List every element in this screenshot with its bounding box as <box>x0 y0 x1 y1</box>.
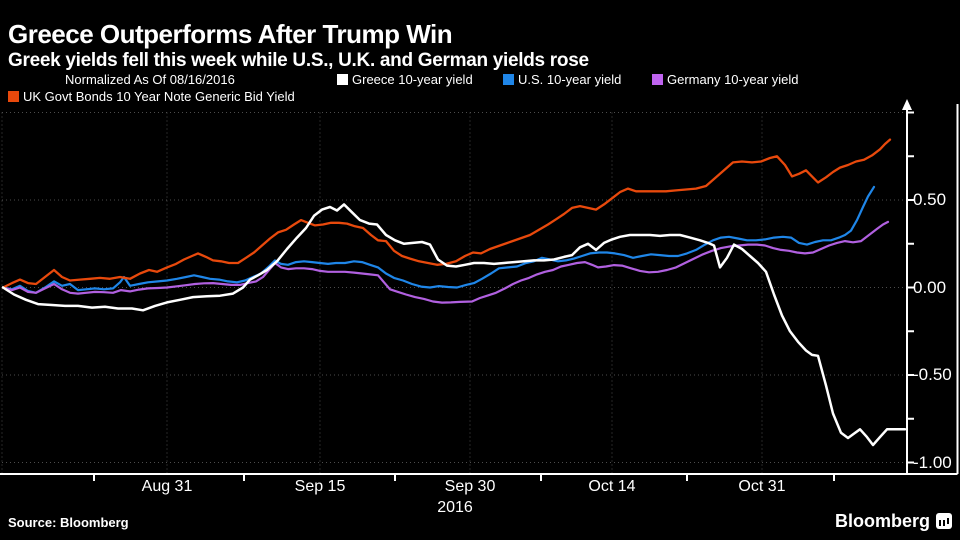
legend-item-uk: UK Govt Bonds 10 Year Note Generic Bid Y… <box>8 89 295 104</box>
legend-item-greece: Greece 10-year yield <box>337 72 473 87</box>
germany-swatch-icon <box>652 74 663 85</box>
y-axis-label: 0.50 <box>913 190 947 209</box>
x-axis-label: Aug 31 <box>141 478 193 495</box>
legend-label-germany: Germany 10-year yield <box>667 72 799 87</box>
series-Germany 10-year yield <box>1 220 890 304</box>
legend-label-greece: Greece 10-year yield <box>352 72 473 87</box>
legend-item-us: U.S. 10-year yield <box>503 72 621 87</box>
page-subtitle: Greek yields fell this week while U.S., … <box>8 49 589 71</box>
bloomberg-logo-icon <box>936 513 952 529</box>
x-axis-label: Sep 30 <box>444 478 496 495</box>
series-U.S. 10-year yield <box>1 185 876 294</box>
page-title: Greece Outperforms After Trump Win <box>8 19 453 50</box>
series-Greece 10-year yield <box>1 203 907 447</box>
y-axis-label: 0.00 <box>913 277 947 297</box>
us-swatch-icon <box>503 74 514 85</box>
y-axis-label: -0.50 <box>913 365 952 384</box>
bloomberg-wordmark: Bloomberg <box>834 511 930 531</box>
greece-swatch-icon <box>337 74 348 85</box>
legend-label-uk: UK Govt Bonds 10 Year Note Generic Bid Y… <box>23 89 295 104</box>
legend-label-us: U.S. 10-year yield <box>518 72 622 87</box>
x-axis-year-label: 2016 <box>437 499 473 516</box>
uk-swatch-icon <box>8 91 19 102</box>
x-axis-label: Oct 31 <box>738 478 786 495</box>
legend-item-germany: Germany 10-year yield <box>652 72 799 87</box>
x-axis-label: Oct 14 <box>588 478 636 495</box>
source-credit: Source: Bloomberg <box>8 515 129 530</box>
y-axis-arrow-icon <box>902 99 912 110</box>
x-axis-label: Sep 15 <box>294 478 346 495</box>
legend-normalized-note: Normalized As Of 08/16/2016 <box>65 72 235 87</box>
y-axis-label: -1.00 <box>913 452 952 472</box>
